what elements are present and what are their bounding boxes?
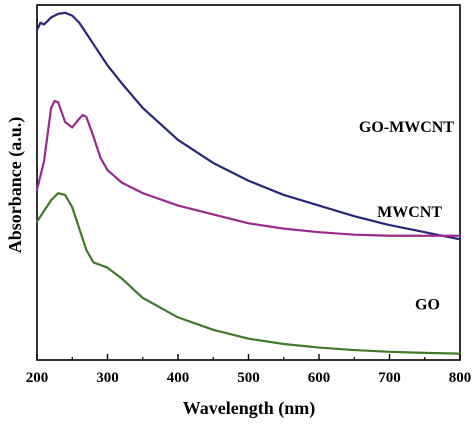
x-axis-ticks: 200 300 400 500 600 700 800: [26, 354, 472, 386]
y-axis-title: Absorbance (a.u.): [5, 117, 26, 254]
series-line-mwcnt: [35, 99, 462, 237]
plot-frame: [36, 4, 461, 361]
x-tick-label: 800: [449, 370, 472, 386]
x-tick-label: 400: [167, 370, 190, 386]
series-layer: [35, 11, 462, 355]
x-tick-label: 300: [96, 370, 119, 386]
x-tick-label: 500: [237, 370, 260, 386]
x-tick-label: 600: [308, 370, 331, 386]
series-line-go: [35, 192, 462, 355]
x-tick-label: 700: [378, 370, 401, 386]
x-tick-label: 200: [26, 370, 49, 386]
plot-border: [36, 4, 461, 361]
x-axis-title: Wavelength (nm): [183, 398, 316, 419]
series-line-go-mwcnt: [35, 11, 462, 241]
series-label-go: GO: [415, 296, 440, 313]
series-label-go-mwcnt: GO-MWCNT: [359, 119, 454, 136]
series-labels: GO-MWCNT MWCNT GO: [359, 119, 454, 314]
series-label-mwcnt: MWCNT: [377, 204, 442, 221]
